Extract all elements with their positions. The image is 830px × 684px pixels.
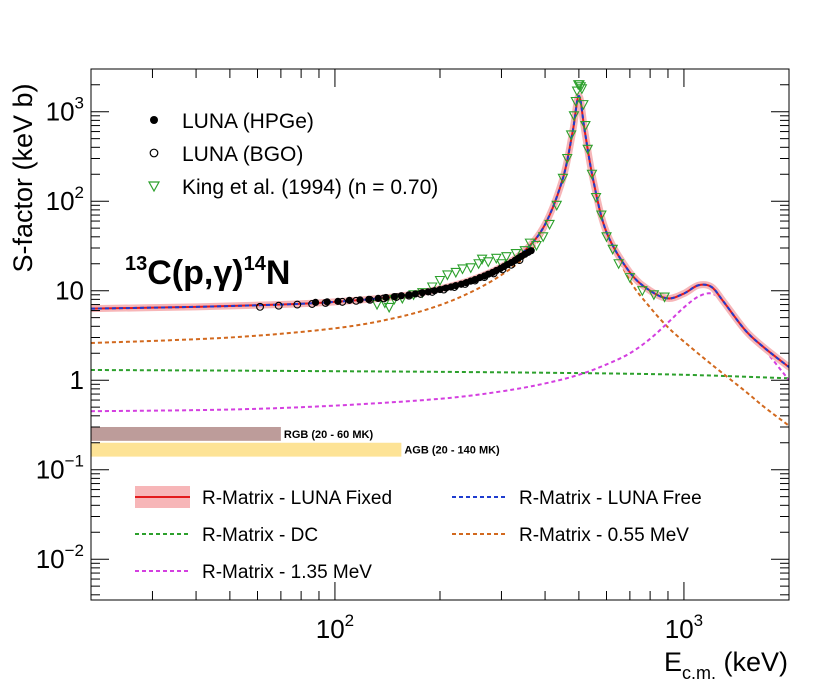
point-king: [636, 286, 648, 297]
point-luna-hpge: [356, 296, 364, 304]
point-king: [648, 290, 660, 301]
point-king: [551, 200, 563, 211]
point-luna-bgo: [293, 300, 302, 309]
point-king: [576, 84, 588, 95]
point-king: [590, 192, 602, 204]
band-label-rgb-20-60-mk: RGB (20 - 60 MK): [284, 429, 374, 441]
legend-label-luna-fixed: R-Matrix - LUNA Fixed: [202, 488, 392, 509]
point-luna-hpge: [436, 285, 444, 294]
point-king: [441, 270, 453, 281]
point-luna-hpge: [334, 297, 342, 305]
point-king: [570, 96, 582, 108]
legend-label-055: R-Matrix - 0.55 MeV: [519, 525, 689, 546]
point-luna-hpge: [311, 298, 320, 307]
reaction-base3: N: [266, 254, 291, 292]
point-king: [501, 252, 512, 263]
point-luna-bgo: [256, 302, 264, 311]
legend-marker-king: [147, 181, 161, 193]
x-tick-label: 103: [665, 611, 703, 644]
point-king: [595, 210, 607, 221]
point-king: [568, 111, 580, 122]
x-tick-label: 102: [316, 611, 354, 644]
point-king: [537, 232, 549, 243]
reaction-pre-sup: 13: [125, 253, 147, 275]
point-king: [473, 259, 485, 270]
band-label-agb-20-140-mk: AGB (20 - 140 MK): [404, 445, 500, 457]
point-king: [434, 275, 446, 287]
curve-r-matrix-0-55-mev: [91, 97, 789, 427]
point-luna-hpge: [424, 288, 432, 296]
point-king: [465, 263, 477, 274]
band-agb-20-140-mk: [91, 442, 402, 457]
point-luna-hpge: [374, 294, 382, 303]
legend-label-hpge: LUNA (HPGe): [182, 110, 314, 133]
point-luna-hpge: [323, 298, 331, 306]
point-luna-hpge: [345, 296, 353, 304]
data-points: [256, 80, 670, 314]
y-tick-label: 10−1: [36, 452, 84, 485]
point-king: [601, 232, 612, 243]
point-king: [624, 273, 636, 284]
y-tick-label: 103: [46, 94, 84, 127]
legend-marker-hpge: [150, 116, 158, 124]
axis-ticks: 102 103 10−2 10−1 1 10 102 103: [36, 68, 790, 644]
point-king: [531, 240, 542, 252]
point-king: [561, 153, 573, 165]
point-luna-hpge: [418, 289, 426, 297]
point-luna-hpge: [527, 247, 535, 255]
x-axis-label: Ec.m. (keV): [664, 647, 788, 683]
temperature-bands: RGB (20 - 60 MK) AGB (20 - 140 MK): [91, 426, 500, 457]
x-axis-label-main: E: [664, 647, 682, 677]
reaction-post-sup: 14: [244, 253, 267, 275]
point-king: [565, 130, 577, 141]
reaction-base2: ): [232, 254, 243, 292]
legend-label-135: R-Matrix - 1.35 MeV: [202, 562, 372, 583]
point-king: [544, 219, 555, 231]
point-luna-hpge: [397, 292, 405, 300]
y-tick-label: 10−2: [36, 541, 84, 574]
legend-label-dc: R-Matrix - DC: [202, 525, 318, 546]
point-king: [510, 249, 522, 260]
point-luna-hpge: [405, 291, 413, 299]
point-king: [450, 267, 462, 279]
point-king: [659, 292, 670, 303]
point-king: [586, 169, 598, 180]
point-luna-hpge: [431, 287, 439, 295]
point-king: [524, 238, 536, 249]
y-tick-label: 1: [70, 365, 84, 395]
reaction-title: 13C(p,γ)14N: [125, 253, 290, 292]
legend-label-luna-free: R-Matrix - LUNA Free: [519, 488, 702, 509]
point-luna-bgo: [274, 301, 283, 310]
legend-marker-bgo: [149, 148, 159, 158]
point-king: [490, 253, 502, 265]
point-king: [607, 244, 619, 255]
y-tick-label: 102: [46, 183, 84, 216]
point-luna-hpge: [411, 290, 419, 298]
point-king: [579, 121, 591, 132]
point-king: [582, 144, 594, 155]
point-king: [457, 264, 468, 275]
reaction-base1: C(p,: [147, 254, 213, 292]
band-rgb-20-60-mk: [91, 426, 281, 441]
point-luna-hpge: [382, 293, 390, 302]
reaction-gamma: γ: [213, 254, 232, 292]
x-axis-label-unit: (keV): [716, 647, 788, 677]
y-axis-label: S-factor (keV b): [8, 83, 38, 272]
point-king: [557, 173, 569, 185]
point-luna-hpge: [365, 295, 373, 303]
x-axis-label-sub: c.m.: [682, 663, 716, 683]
legend-top: LUNA (HPGe) LUNA (BGO) King et al. (1994…: [147, 110, 438, 199]
legend-label-bgo: LUNA (BGO): [182, 143, 303, 166]
y-tick-label: 10: [55, 276, 84, 306]
point-king: [613, 259, 625, 270]
point-king: [482, 257, 494, 268]
legend-bottom: R-Matrix - LUNA Fixed R-Matrix - LUNA Fr…: [135, 486, 702, 583]
legend-label-king: King et al. (1994) (n = 0.70): [182, 176, 438, 199]
point-luna-hpge: [390, 292, 398, 301]
point-king: [577, 100, 589, 111]
point-king: [383, 302, 395, 314]
